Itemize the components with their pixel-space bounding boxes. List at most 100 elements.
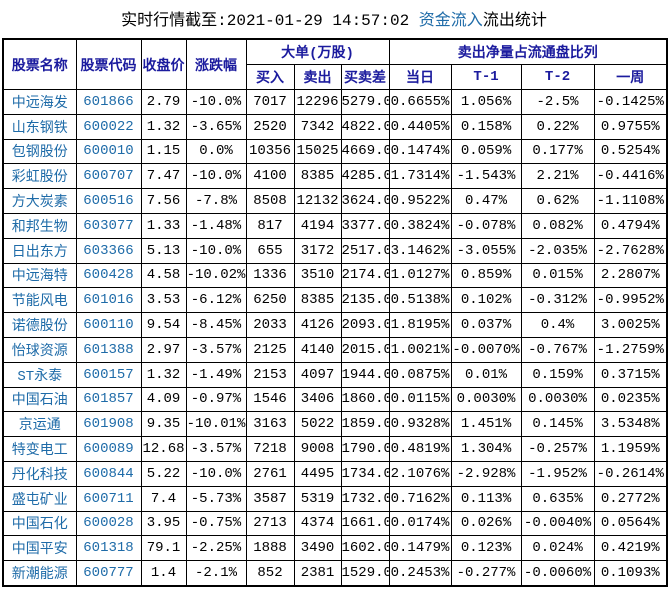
stock-code-cell[interactable]: 600110 — [75, 312, 142, 338]
net-sell-today-cell: 1.0127% — [388, 262, 452, 289]
col-header-t1: T-1 — [450, 64, 522, 90]
stock-code-cell[interactable]: 600711 — [75, 485, 142, 512]
stock-code-cell[interactable]: 603366 — [75, 237, 142, 264]
stock-name-cell[interactable]: 怡球资源 — [2, 336, 77, 363]
close-price-cell: 1.4 — [140, 560, 187, 587]
stock-name-cell[interactable]: 中国石油 — [2, 386, 77, 413]
stock-name-cell[interactable]: 方大炭素 — [2, 188, 77, 214]
sell-volume-cell: 8385 — [293, 287, 342, 314]
title-suffix: 流出统计 — [482, 12, 547, 30]
stock-name-cell[interactable]: 京运通 — [2, 411, 77, 438]
sell-volume-cell: 4194 — [293, 212, 342, 239]
stock-code-cell[interactable]: 600022 — [75, 113, 142, 140]
stock-name-cell[interactable]: 日出东方 — [2, 237, 77, 264]
buy-volume-cell: 6250 — [245, 287, 295, 314]
stock-name-cell[interactable]: 中远海发 — [2, 89, 77, 115]
net-sell-t2-cell: 0.024% — [520, 535, 595, 562]
stock-code-cell[interactable]: 600089 — [75, 436, 142, 462]
stock-code-cell[interactable]: 600707 — [75, 163, 142, 190]
buy-volume-cell: 655 — [245, 237, 295, 264]
change-pct-cell: -10.0% — [185, 163, 247, 190]
sell-volume-cell: 4097 — [293, 361, 342, 388]
stock-name-cell[interactable]: ST永泰 — [2, 361, 77, 388]
net-sell-t2-cell: 0.22% — [520, 113, 595, 140]
buy-volume-cell: 3163 — [245, 411, 295, 438]
sell-volume-cell: 5022 — [293, 411, 342, 438]
stock-name-cell[interactable]: 特变电工 — [2, 436, 77, 462]
change-pct-cell: -0.97% — [185, 386, 247, 413]
net-sell-today-cell: 1.8195% — [388, 312, 452, 338]
table-row: 丹化科技 600844 5.22 -10.0% 2761 4495 1734.0 2.1076… — [2, 460, 668, 487]
sell-volume-cell: 9008 — [293, 436, 342, 462]
col-header-sell: 卖出 — [293, 64, 342, 90]
net-sell-t1-cell: -2.928% — [450, 460, 522, 487]
stock-code-cell[interactable]: 603077 — [75, 212, 142, 239]
stock-code-cell[interactable]: 600516 — [75, 188, 142, 214]
sell-volume-cell: 4374 — [293, 510, 342, 537]
close-price-cell: 3.95 — [140, 510, 187, 537]
net-sell-t2-cell: 0.145% — [520, 411, 595, 438]
stock-code-cell[interactable]: 600777 — [75, 560, 142, 587]
net-sell-today-cell: 3.1462% — [388, 237, 452, 264]
table-row: 方大炭素 600516 7.56 -7.8% 8508 12132 3624.0 0.9522… — [2, 188, 668, 214]
net-sell-t1-cell: 0.113% — [450, 485, 522, 512]
net-sell-t1-cell: -0.277% — [450, 560, 522, 587]
stock-name-cell[interactable]: 中远海特 — [2, 262, 77, 289]
table-header: 股票名称 股票代码 收盘价 涨跌幅 大单(万股) 卖出净量占流通盘比列 买入 卖… — [2, 38, 668, 90]
buy-sell-diff-cell: 2517.0 — [340, 237, 390, 264]
buy-volume-cell: 2125 — [245, 336, 295, 363]
net-sell-today-cell: 0.0115% — [388, 386, 452, 413]
net-sell-week-cell: 0.2772% — [593, 485, 668, 512]
stock-name-cell[interactable]: 和邦生物 — [2, 212, 77, 239]
stock-name-cell[interactable]: 节能风电 — [2, 287, 77, 314]
stock-name-cell[interactable]: 山东钢铁 — [2, 113, 77, 140]
stock-code-cell[interactable]: 601318 — [75, 535, 142, 562]
net-sell-t2-cell: 0.159% — [520, 361, 595, 388]
buy-volume-cell: 1888 — [245, 535, 295, 562]
stock-code-cell[interactable]: 600157 — [75, 361, 142, 388]
stock-name-cell[interactable]: 盛屯矿业 — [2, 485, 77, 512]
stock-name-cell[interactable]: 新潮能源 — [2, 560, 77, 587]
buy-sell-diff-cell: 3624.0 — [340, 188, 390, 214]
net-sell-t2-cell: -0.312% — [520, 287, 595, 314]
change-pct-cell: -1.49% — [185, 361, 247, 388]
net-sell-today-cell: 0.2453% — [388, 560, 452, 587]
stock-name-cell[interactable]: 诺德股份 — [2, 312, 77, 338]
buy-volume-cell: 852 — [245, 560, 295, 587]
change-pct-cell: -10.01% — [185, 411, 247, 438]
table-row: ST永泰 600157 1.32 -1.49% 2153 4097 1944.0 0.0875… — [2, 361, 668, 388]
title-prefix: 实时行情截至:2021-01-29 14:57:02 — [121, 12, 419, 30]
change-pct-cell: -2.1% — [185, 560, 247, 587]
stock-name-cell[interactable]: 丹化科技 — [2, 460, 77, 487]
stock-code-cell[interactable]: 600428 — [75, 262, 142, 289]
stock-code-cell[interactable]: 601016 — [75, 287, 142, 314]
buy-sell-diff-cell: 2093.0 — [340, 312, 390, 338]
capital-inflow-link[interactable]: 资金流入 — [418, 12, 483, 30]
stock-name-cell[interactable]: 包钢股份 — [2, 138, 77, 165]
net-sell-week-cell: -0.4416% — [593, 163, 668, 190]
stock-name-cell[interactable]: 中国平安 — [2, 535, 77, 562]
stock-code-cell[interactable]: 600028 — [75, 510, 142, 537]
net-sell-today-cell: 0.5138% — [388, 287, 452, 314]
change-pct-cell: -10.02% — [185, 262, 247, 289]
stock-code-cell[interactable]: 600010 — [75, 138, 142, 165]
stock-code-cell[interactable]: 601388 — [75, 336, 142, 363]
buy-sell-diff-cell: 1529.0 — [340, 560, 390, 587]
buy-volume-cell: 1546 — [245, 386, 295, 413]
net-sell-t2-cell: 0.62% — [520, 188, 595, 214]
stock-code-cell[interactable]: 600844 — [75, 460, 142, 487]
change-pct-cell: -3.57% — [185, 436, 247, 462]
stock-code-cell[interactable]: 601908 — [75, 411, 142, 438]
buy-sell-diff-cell: 3377.0 — [340, 212, 390, 239]
stock-name-cell[interactable]: 彩虹股份 — [2, 163, 77, 190]
buy-volume-cell: 10356 — [245, 138, 295, 165]
group-header-net-sell-ratio: 卖出净量占流通盘比列 — [388, 38, 668, 65]
buy-volume-cell: 7017 — [245, 89, 295, 115]
stock-code-cell[interactable]: 601866 — [75, 89, 142, 115]
net-sell-week-cell: 0.0235% — [593, 386, 668, 413]
table-row: 盛屯矿业 600711 7.4 -5.73% 3587 5319 1732.0 0.7162%… — [2, 485, 668, 512]
net-sell-t2-cell: 0.4% — [520, 312, 595, 338]
stock-name-cell[interactable]: 中国石化 — [2, 510, 77, 537]
stock-code-cell[interactable]: 601857 — [75, 386, 142, 413]
sell-volume-cell: 8385 — [293, 163, 342, 190]
